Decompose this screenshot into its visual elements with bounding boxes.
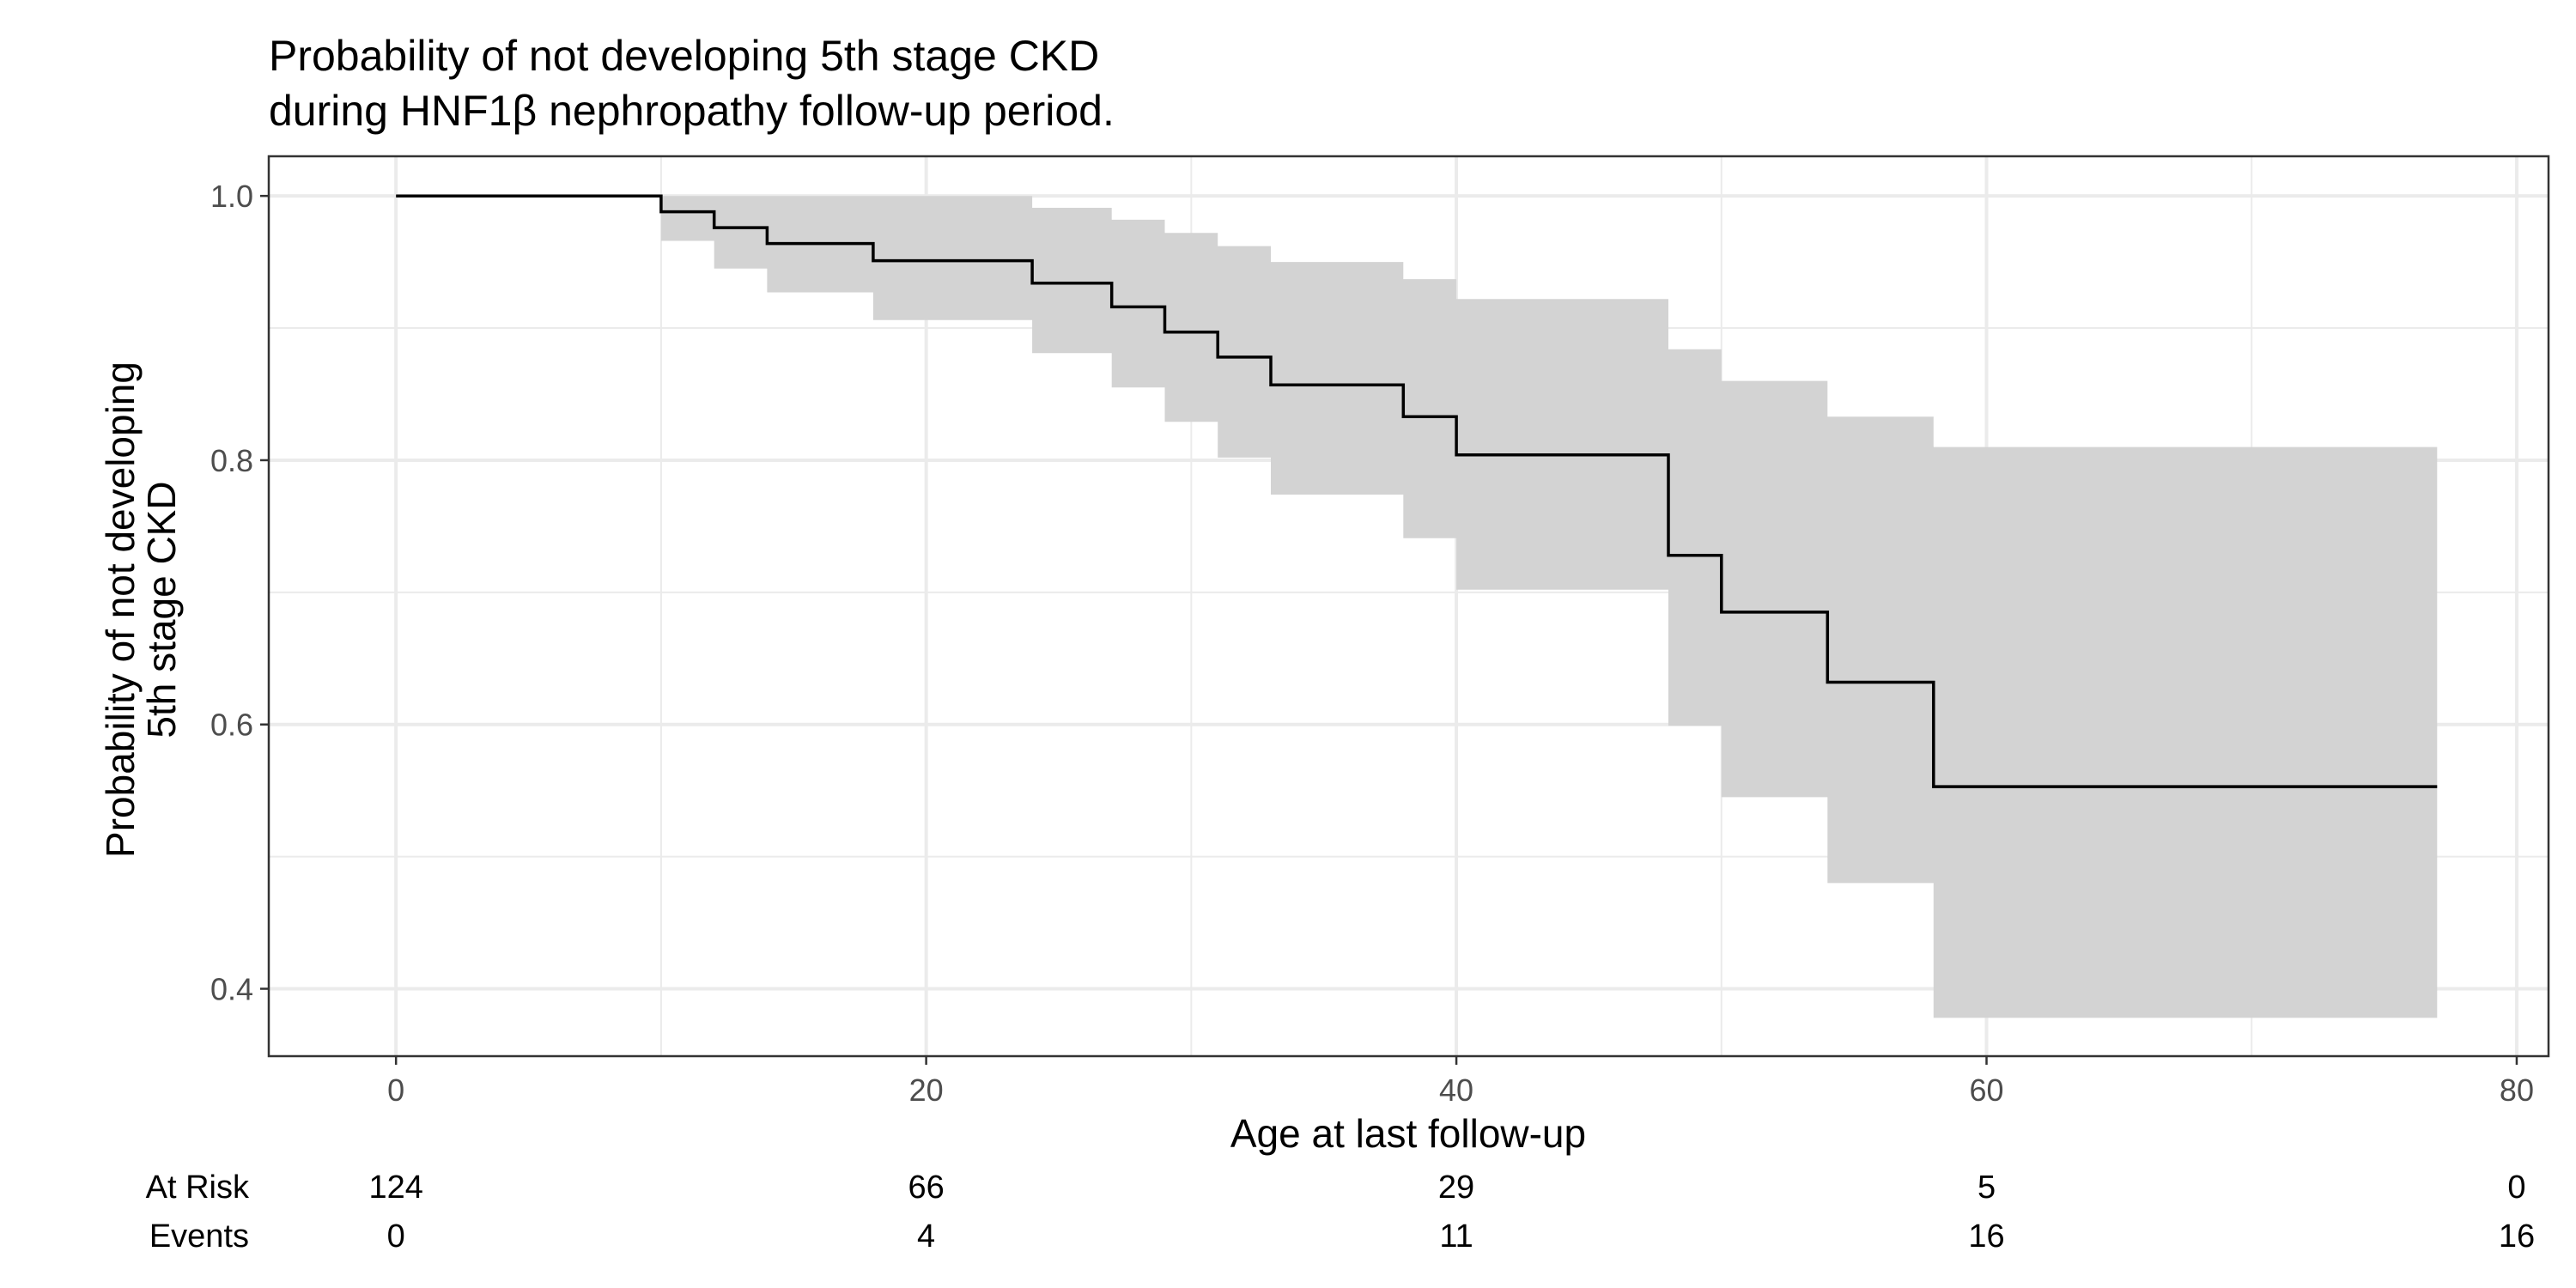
chart-title-line-2: during HNF1β nephropathy follow-up perio…	[269, 87, 1115, 135]
y-axis-title-line-2: 5th stage CKD	[139, 481, 184, 738]
risk-table-row-label: Events	[149, 1218, 249, 1255]
risk-table-cell: 16	[1968, 1218, 2004, 1255]
survival-curve	[396, 194, 2438, 788]
risk-table-cell: 4	[917, 1218, 935, 1255]
risk-table: At Risk 124 66 29 5 0 Events 0 4 11 16 16	[146, 1170, 2535, 1255]
risk-table-cell: 11	[1439, 1218, 1473, 1255]
chart-title: Probability of not developing 5th stage …	[269, 32, 1115, 135]
risk-table-cell: 29	[1438, 1170, 1474, 1206]
x-tick-label: 40	[1439, 1072, 1473, 1108]
x-tick-label: 20	[909, 1072, 944, 1108]
y-tick-label: 0.8	[210, 443, 253, 478]
y-tick-label: 0.6	[210, 708, 253, 743]
y-tick-label: 0.4	[210, 972, 253, 1007]
plot-border	[267, 155, 2550, 1058]
risk-table-cell: 5	[1978, 1170, 1996, 1206]
plot-area: 0.4 0.6 0.8 1.0 0 20 40 60 80	[210, 155, 2550, 1108]
x-tick-label: 0	[387, 1072, 404, 1108]
y-axis-title-line-1: Probability of not developing	[98, 361, 143, 858]
y-tick-label: 1.0	[210, 179, 253, 214]
y-axis-title: Probability of not developing 5th stage …	[98, 361, 184, 858]
chart-title-line-1: Probability of not developing 5th stage …	[269, 32, 1099, 80]
risk-table-cell: 66	[908, 1170, 944, 1206]
risk-table-cell: 0	[387, 1218, 405, 1255]
risk-table-cell: 124	[368, 1170, 422, 1206]
confidence-band	[396, 196, 2438, 1018]
x-tick-label: 80	[2500, 1072, 2534, 1108]
risk-table-cell: 16	[2499, 1218, 2535, 1255]
x-axis-title: Age at last follow-up	[1230, 1111, 1586, 1156]
risk-table-cell: 0	[2507, 1170, 2525, 1206]
risk-table-row-label: At Risk	[146, 1170, 250, 1206]
x-tick-label: 60	[1969, 1072, 2003, 1108]
